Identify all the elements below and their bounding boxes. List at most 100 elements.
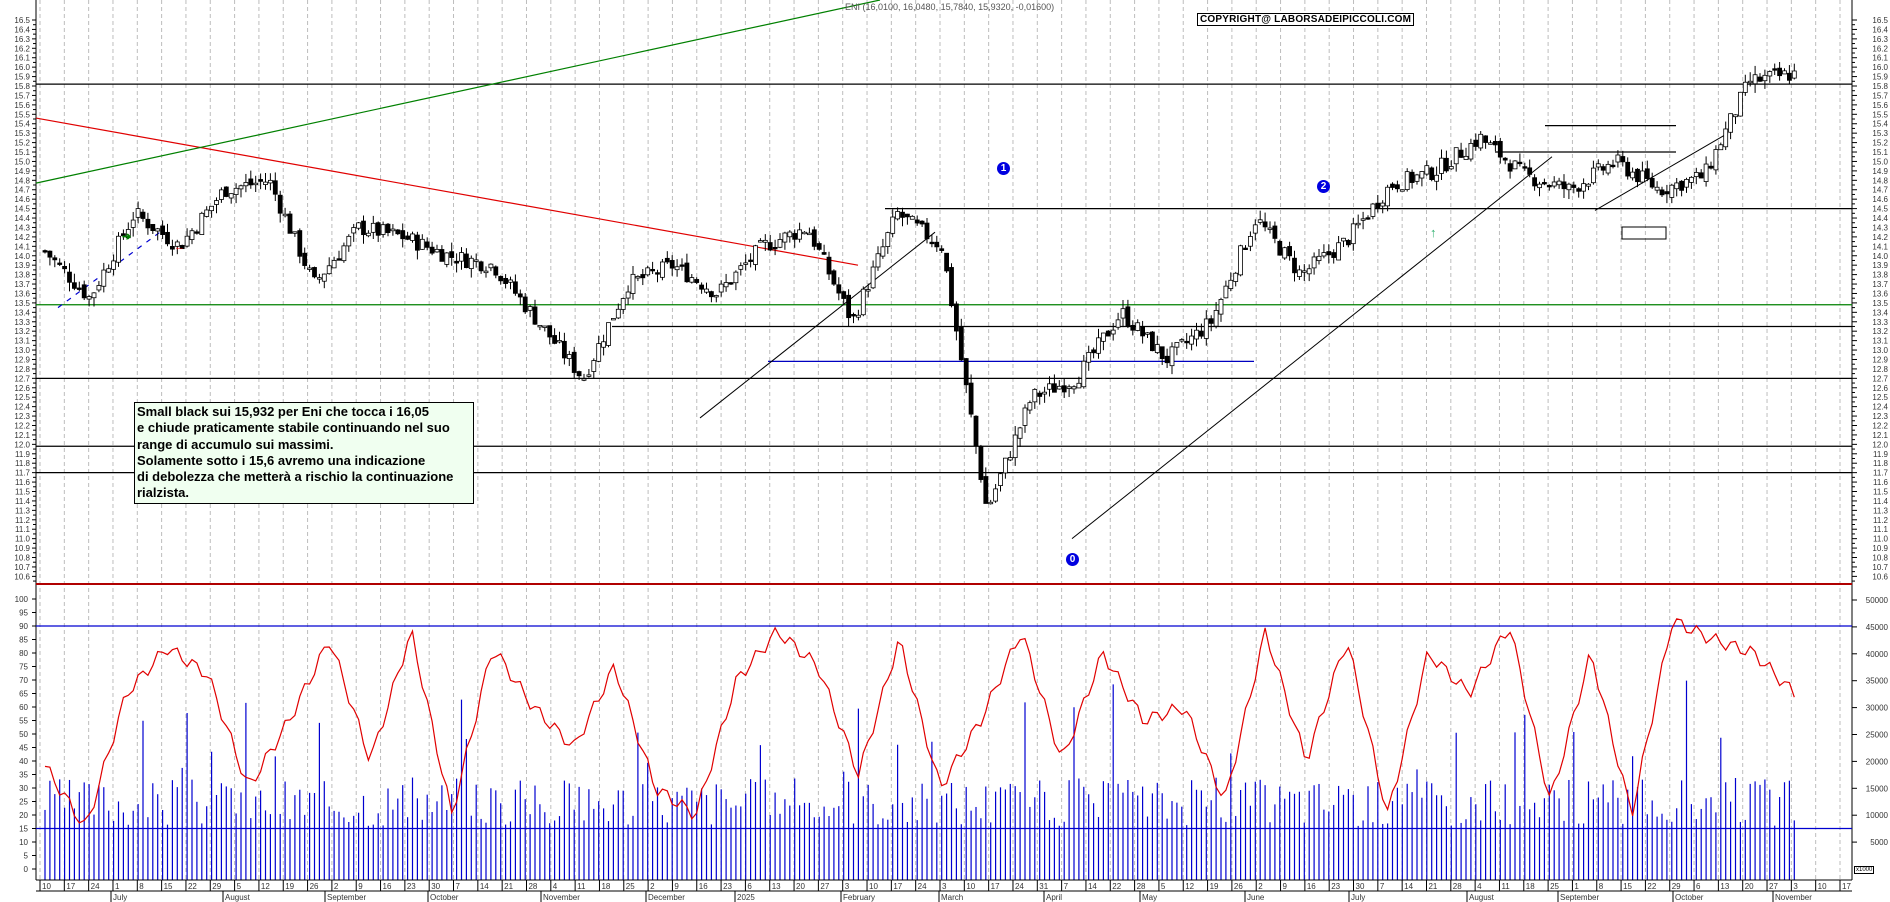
svg-text:14.9: 14.9	[1872, 167, 1888, 176]
svg-text:15.8: 15.8	[14, 82, 30, 91]
note-line: di debolezza che metterà a rischio la co…	[137, 469, 454, 485]
svg-text:November: November	[543, 893, 580, 902]
svg-text:40: 40	[19, 757, 28, 766]
svg-text:10.8: 10.8	[14, 554, 30, 563]
svg-text:13.0: 13.0	[1872, 346, 1888, 355]
svg-text:12.4: 12.4	[1872, 403, 1888, 412]
svg-text:27: 27	[1769, 882, 1778, 891]
svg-text:14.7: 14.7	[14, 186, 30, 195]
svg-text:7: 7	[1064, 882, 1069, 891]
svg-text:December: December	[648, 893, 685, 902]
svg-text:8: 8	[139, 882, 144, 891]
svg-text:9: 9	[674, 882, 679, 891]
svg-text:11: 11	[1501, 882, 1510, 891]
svg-text:15: 15	[19, 825, 28, 834]
svg-text:1: 1	[1574, 882, 1579, 891]
svg-text:14.0: 14.0	[1872, 252, 1888, 261]
svg-text:11.0: 11.0	[1873, 535, 1889, 544]
svg-text:35000: 35000	[1866, 677, 1889, 686]
note-line: e chiude praticamente stabile continuand…	[137, 420, 450, 436]
svg-text:16.4: 16.4	[1872, 25, 1888, 34]
svg-text:15.8: 15.8	[1872, 82, 1888, 91]
svg-text:12.5: 12.5	[1872, 393, 1888, 402]
svg-text:14.5: 14.5	[1872, 205, 1888, 214]
svg-text:6: 6	[747, 882, 752, 891]
svg-text:21: 21	[504, 882, 513, 891]
svg-text:45000: 45000	[1866, 623, 1889, 632]
svg-text:20: 20	[796, 882, 805, 891]
svg-text:15.2: 15.2	[1872, 139, 1888, 148]
svg-text:10.6: 10.6	[1872, 572, 1888, 581]
svg-text:12.9: 12.9	[1872, 355, 1888, 364]
svg-text:9: 9	[358, 882, 363, 891]
svg-text:15.4: 15.4	[1872, 120, 1888, 129]
svg-text:16.5: 16.5	[14, 16, 30, 25]
svg-text:15: 15	[1623, 882, 1632, 891]
svg-text:15.5: 15.5	[1872, 110, 1888, 119]
svg-text:12.1: 12.1	[14, 431, 30, 440]
svg-text:20: 20	[19, 811, 28, 820]
svg-text:12.7: 12.7	[1872, 374, 1888, 383]
svg-text:September: September	[1560, 893, 1599, 902]
svg-text:11.6: 11.6	[15, 478, 31, 487]
svg-text:June: June	[1247, 893, 1265, 902]
svg-text:12.8: 12.8	[1872, 365, 1888, 374]
svg-text:12.7: 12.7	[14, 374, 30, 383]
svg-text:31: 31	[1039, 882, 1048, 891]
svg-text:18: 18	[601, 882, 610, 891]
analysis-note: Small black sui 15,932 per Eni che tocca…	[134, 402, 474, 504]
svg-text:45: 45	[19, 744, 28, 753]
svg-text:10000: 10000	[1866, 811, 1889, 820]
svg-text:5: 5	[237, 882, 242, 891]
svg-text:5: 5	[1161, 882, 1166, 891]
svg-text:10.7: 10.7	[14, 563, 30, 572]
svg-text:70: 70	[19, 676, 28, 685]
svg-text:13.5: 13.5	[1872, 299, 1888, 308]
svg-text:11.2: 11.2	[15, 516, 31, 525]
svg-text:October: October	[1675, 893, 1704, 902]
svg-text:5000: 5000	[1870, 838, 1888, 847]
svg-text:75: 75	[19, 663, 28, 672]
svg-text:16: 16	[383, 882, 392, 891]
price-axes: 16.5 16.516.4 16.416.3 16.316.2 16.216.1 16.1…	[14, 0, 1889, 880]
svg-text:3: 3	[845, 882, 850, 891]
svg-text:14.0: 14.0	[14, 252, 30, 261]
svg-text:15: 15	[164, 882, 173, 891]
svg-text:15.4: 15.4	[14, 120, 30, 129]
svg-text:10: 10	[966, 882, 975, 891]
svg-text:15.6: 15.6	[14, 101, 30, 110]
svg-text:16.3: 16.3	[14, 35, 30, 44]
svg-text:16.0: 16.0	[14, 63, 30, 72]
svg-text:23: 23	[407, 882, 416, 891]
svg-text:May: May	[1142, 893, 1157, 902]
volume-bars	[44, 680, 1795, 880]
svg-text:15.2: 15.2	[14, 139, 30, 148]
svg-text:11.3: 11.3	[1873, 506, 1889, 515]
svg-text:12.5: 12.5	[14, 393, 30, 402]
note-line: range di accumulo sui massimi.	[137, 436, 334, 452]
svg-text:April: April	[1046, 893, 1062, 902]
svg-text:16.5: 16.5	[1872, 16, 1888, 25]
svg-text:October: October	[430, 893, 459, 902]
svg-text:11.5: 11.5	[1873, 488, 1889, 497]
svg-text:↑: ↑	[1430, 225, 1437, 240]
svg-text:11.7: 11.7	[15, 469, 31, 478]
svg-text:July: July	[113, 893, 127, 902]
svg-text:12.1: 12.1	[1872, 431, 1888, 440]
svg-text:16.1: 16.1	[14, 54, 30, 63]
svg-text:14.7: 14.7	[1872, 186, 1888, 195]
svg-text:55: 55	[19, 717, 28, 726]
svg-text:23: 23	[1331, 882, 1340, 891]
svg-text:2025: 2025	[737, 893, 755, 902]
svg-text:10.8: 10.8	[1872, 554, 1888, 563]
svg-text:13.7: 13.7	[1872, 280, 1888, 289]
svg-text:12.2: 12.2	[1872, 421, 1888, 430]
svg-text:17: 17	[1842, 882, 1851, 891]
svg-text:12.0: 12.0	[14, 440, 30, 449]
candlesticks	[42, 62, 1797, 505]
svg-text:80: 80	[19, 649, 28, 658]
svg-text:12.3: 12.3	[14, 412, 30, 421]
svg-text:13.3: 13.3	[14, 318, 30, 327]
svg-text:10: 10	[42, 882, 51, 891]
svg-text:2: 2	[334, 882, 339, 891]
